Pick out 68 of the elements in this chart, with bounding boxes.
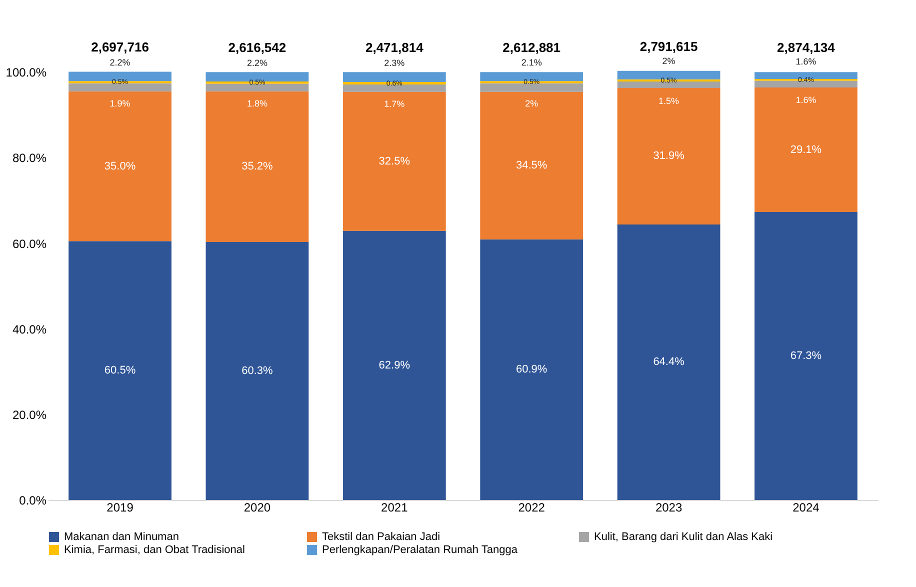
text: 2,612,881 [502,40,561,56]
bar [68,91,172,242]
data-label: 67.3% [790,350,822,362]
data-label: 34.5% [516,160,548,172]
bar [68,241,172,500]
data-label: 64.4% [653,356,685,368]
data-label: 2.3% [384,58,405,68]
bar [754,80,858,88]
legend-label: Perlengkapan/Peralatan Rumah Tangga [322,544,518,556]
data-label: 31.9% [653,150,685,162]
text: 2,471,814 [365,40,424,56]
x-tick-label: 2021 [381,500,408,514]
bar [206,84,309,92]
y-tick-label: 0.0% [19,494,47,508]
bar [754,212,858,500]
data-label: 29.1% [790,144,822,156]
bar [68,83,172,92]
data-label: 2% [662,56,676,66]
bar [617,88,720,224]
data-label: 2.1% [521,58,542,68]
bar [342,92,446,231]
data-label: 1.6% [796,56,816,67]
data-label: 1.5% [658,96,680,106]
y-tick-label: 20.0% [12,408,47,422]
text: 2,697,716 [91,40,149,55]
x-tick-label: 2024 [792,500,820,514]
bar [754,72,858,79]
y-tick-label: 100.0% [6,66,47,80]
x-tick-label: 2022 [518,500,546,514]
data-label: 32.5% [378,155,410,168]
y-tick-label: 40.0% [12,322,47,336]
data-label: 2.2% [246,58,268,68]
legend-label: Tekstil dan Pakaian Jadi [322,531,440,543]
legend-label: Makanan dan Minuman [64,531,179,543]
x-tick-label: 2019 [106,500,134,514]
bar [754,88,858,212]
data-label: 60.9% [516,364,548,376]
bar [480,83,584,92]
text: 2,616,542 [228,40,286,56]
bar [617,224,720,500]
text: 2,874,134 [777,40,836,56]
y-tick-label: 80.0% [12,151,47,166]
data-label: 35.2% [242,160,274,173]
data-label: 1.8% [246,98,268,109]
bar [480,92,584,240]
y-tick-label: 60.0% [12,236,47,251]
data-label: 1.7% [384,99,405,110]
data-label: 1.9% [110,98,130,108]
bar [342,84,446,92]
legend-label: Kulit, Barang dari Kulit dan Alas Kaki [594,531,773,543]
bar [342,72,446,82]
data-label: 2% [525,98,538,109]
data-label: 1.6% [796,95,816,106]
bar [480,239,584,500]
bar [617,70,720,80]
data-label: 60.5% [104,364,136,377]
data-label: 60.3% [242,365,274,377]
data-label: 35.0% [104,160,136,172]
x-tick-label: 2023 [655,500,682,514]
bar [206,91,309,242]
legend-label: Kimia, Farmasi, dan Obat Tradisional [64,544,245,556]
bar [342,230,446,500]
data-label: 62.9% [378,359,410,372]
text: 2,791,615 [640,38,698,54]
data-label: 2.2% [110,57,130,68]
x-tick-label: 2020 [244,500,271,514]
bar [206,242,309,500]
bar [617,82,720,88]
